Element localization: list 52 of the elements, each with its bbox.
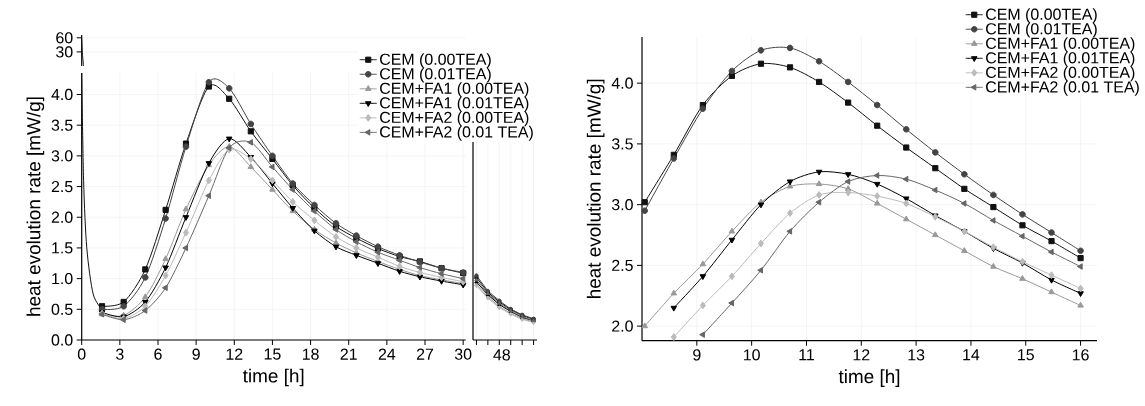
x-tick-label: 9 — [693, 349, 701, 361]
y-tick-label: 2.5 — [612, 259, 633, 272]
legend-label: CEM (0.00TEA) — [986, 8, 1097, 24]
y-axis-title: heat evolution rate [mW/g] — [586, 79, 605, 299]
x-tick-label: 3 — [116, 348, 124, 360]
y-tick-label: 2.0 — [51, 211, 73, 223]
legend-label: CEM (0.00TEA) — [380, 53, 491, 69]
y-tick-label: 4.0 — [611, 77, 633, 89]
x-tick-label: 12 — [226, 348, 243, 360]
x-axis-title: time [h] — [242, 368, 304, 387]
x-tick-label: 18 — [302, 348, 319, 360]
y-tick-label: 3.0 — [611, 199, 633, 211]
x-axis-title: time [h] — [838, 369, 900, 387]
x-tick-label: 13 — [908, 349, 925, 361]
legend-label: CEM+FA2 (0.01 TEA) — [986, 80, 1139, 96]
legend-label: CEM+FA1 (0.00TEA) — [380, 82, 529, 98]
x-tick-label: 15 — [1018, 349, 1034, 361]
x-tick-label: 30 — [454, 348, 472, 360]
y-axis-title: heat evolution rate [mW/g] — [26, 97, 45, 316]
legend-label: CEM+FA1 (0.00TEA) — [986, 37, 1135, 53]
x-tick-label: 15 — [264, 348, 281, 360]
x-tick-label: 27 — [416, 348, 434, 360]
legend-label: CEM+FA1 (0.01TEA) — [380, 96, 529, 112]
y-tick-label: 0.0 — [51, 334, 73, 346]
legend-label: CEM+FA1 (0.01TEA) — [986, 51, 1135, 67]
x-tick-label: 16 — [1072, 349, 1089, 361]
legend-label: CEM+FA2 (0.00TEA) — [380, 111, 529, 127]
x-tick-label: 10 — [744, 349, 760, 361]
y-tick-label: 3.5 — [611, 138, 633, 150]
legend-label: CEM (0.01TEA) — [986, 22, 1097, 38]
y-tick-label: 2.5 — [51, 180, 73, 193]
y-tick-label: 2.0 — [612, 320, 633, 332]
x-tick-label: 0 — [77, 348, 86, 360]
y-tick-label: 3.0 — [51, 150, 73, 162]
x-tick-label: 21 — [340, 348, 357, 360]
y-tick-label: 3.5 — [51, 119, 73, 131]
x-tick-label: 9 — [192, 348, 200, 360]
legend-label: CEM+FA2 (0.00TEA) — [986, 66, 1135, 82]
text: 48 — [493, 349, 510, 361]
y-tick-label: 0.5 — [51, 303, 73, 315]
y-tick-label: 1.0 — [52, 272, 73, 285]
x-tick-label: 6 — [154, 348, 162, 360]
y-tick-label: 1.5 — [52, 242, 73, 254]
y-tick-label: 60 — [56, 32, 73, 44]
legend-label: CEM (0.01TEA) — [380, 67, 491, 83]
y-tick-label: 30 — [56, 46, 73, 58]
legend-label: CEM+FA2 (0.01 TEA) — [380, 125, 533, 141]
x-tick-label: 24 — [378, 348, 396, 360]
x-tick-label: 11 — [799, 349, 814, 361]
x-tick-label: 12 — [853, 349, 870, 361]
y-tick-label: 4.0 — [51, 88, 73, 101]
x-tick-label: 14 — [963, 349, 980, 361]
